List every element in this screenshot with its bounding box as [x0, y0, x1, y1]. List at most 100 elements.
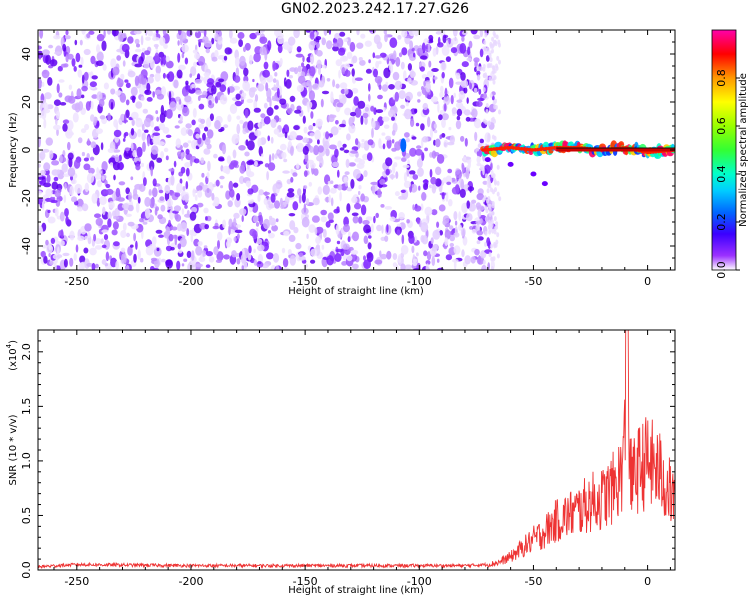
spectrogram-noise-fringe [488, 219, 491, 225]
spectrogram-noise-blob [266, 171, 269, 181]
spectrogram-noise-blob [232, 149, 237, 159]
spectrogram-noise-blob [363, 170, 368, 178]
spectrogram-noise-blob [423, 250, 428, 257]
spectrogram-noise-blob [416, 252, 419, 257]
spectrogram-noise-blob [267, 135, 271, 142]
spectrogram-noise-blob [455, 184, 460, 193]
spectrogram-noise-blob [418, 185, 421, 191]
spectrogram-noise-blob [173, 160, 177, 168]
spectrogram-noise-blob [273, 128, 280, 135]
spectrogram-noise-blob [309, 53, 315, 65]
spectrogram-noise-blob [153, 246, 162, 257]
spectrogram-noise-blob [473, 87, 478, 93]
spectrogram-noise-blob [125, 187, 130, 195]
spectrogram-noise-blob [48, 253, 51, 257]
spectrogram-noise-blob [185, 80, 189, 86]
spectrogram-noise-blob [244, 108, 249, 119]
spectrogram-noise-blob [154, 72, 161, 82]
spectrogram-noise-blob [275, 32, 284, 40]
spectrogram-noise-blob [253, 259, 258, 266]
spectrogram-noise-blob [290, 168, 294, 175]
spectrogram-noise-blob [286, 107, 293, 115]
spectrogram-noise-blob [93, 233, 97, 242]
spectrogram-noise-blob [137, 128, 142, 138]
spectrogram-noise-blob [346, 203, 351, 213]
spectrogram-noise-blob [365, 68, 372, 74]
spectrogram-noise-blob [108, 201, 115, 209]
spectrogram-noise-blob [179, 115, 183, 122]
spectrogram-noise-blob [219, 94, 228, 105]
spectrogram-noise-blob [366, 152, 373, 162]
spectrogram-noise-blob [224, 47, 232, 55]
spectrogram-noise-blob [414, 148, 423, 156]
spectrogram-noise-blob [222, 219, 227, 229]
spectrogram-noise-fringe [488, 76, 492, 82]
spectrogram-noise-blob [266, 107, 274, 116]
spectrogram-noise-blob [301, 192, 306, 203]
spectrogram-noise-blob [141, 123, 145, 132]
spectrogram-noise-blob [288, 36, 296, 46]
spectrogram-noise-blob [385, 168, 390, 176]
spectrogram-noise-blob [197, 202, 204, 208]
spectrogram-noise-blob [177, 52, 181, 63]
spectrogram-noise-blob [195, 90, 202, 95]
spectrogram-noise-blob [107, 148, 115, 154]
spectrogram-noise-blob [157, 214, 163, 220]
spectrogram-noise-blob [245, 139, 249, 147]
spectrogram-noise-blob [76, 198, 84, 209]
spectrogram-noise-blob [168, 219, 171, 227]
spectrogram-noise-blob [475, 202, 481, 210]
spectrogram-noise-blob [149, 198, 155, 209]
spectrogram-noise-blob [41, 109, 47, 120]
spectrogram-noise-blob [75, 244, 79, 253]
spectrogram-noise-blob [403, 70, 407, 81]
spectrogram-noise-blob [381, 132, 386, 136]
spectrogram-noise-blob [359, 59, 366, 66]
spectrogram-noise-blob [317, 186, 323, 195]
spectrogram-noise-blob [360, 115, 364, 125]
spectrogram-noise-blob [204, 137, 211, 146]
spectrogram-noise-blob [290, 146, 294, 156]
spectrogram-noise-blob [396, 223, 402, 227]
spectrogram-noise-blob [458, 90, 466, 100]
spectrogram-noise-blob [461, 36, 465, 42]
spectrogram-noise-blob [435, 31, 442, 35]
spectrogram-noise-blob [373, 215, 376, 224]
spectrogram-noise-blob [165, 134, 172, 138]
spectrogram-noise-blob [377, 188, 382, 198]
spectrogram-noise-blob [203, 72, 211, 77]
spectrogram-noise-blob [257, 244, 265, 252]
spectrogram-noise-blob [351, 87, 359, 94]
spectrogram-noise-blob [400, 61, 405, 70]
spectrogram-noise-blob [436, 154, 445, 164]
spectrogram-noise-blob [284, 131, 288, 139]
spectrogram-noise-blob [365, 216, 373, 221]
spectrogram-noise-blob [191, 250, 195, 261]
spectrogram-noise-blob [39, 151, 46, 160]
spectrogram-noise-blob [89, 81, 97, 88]
spectrogram-noise-blob [412, 262, 418, 266]
spectrogram-noise-blob [254, 160, 258, 167]
spectrogram-noise-blob [322, 184, 330, 195]
spectrogram-noise-blob [419, 55, 428, 60]
spectrogram-noise-blob [405, 101, 409, 107]
spectrogram-noise-blob [255, 222, 260, 227]
spectrogram-noise-blob [344, 88, 349, 95]
spectrogram-noise-blob [368, 59, 371, 64]
spectrogram-noise-blob [133, 30, 142, 35]
spectrogram-noise-blob [80, 56, 84, 66]
spectrogram-noise-blob [423, 182, 429, 190]
spectrogram-noise-blob [96, 33, 105, 42]
spectrogram-noise-fringe [486, 47, 490, 52]
spectrogram-noise-blob [394, 91, 399, 102]
snr-y-tick-label: 0.0 [20, 561, 33, 579]
spectrogram-noise-blob [380, 236, 386, 241]
spectrogram-noise-blob [312, 122, 316, 127]
spectrogram-noise-blob [401, 234, 405, 245]
spectrogram-noise-blob [155, 229, 163, 234]
spectrogram-noise-blob [120, 73, 125, 80]
spectrogram-noise-blob [414, 108, 418, 114]
spectrogram-noise-blob [247, 252, 252, 261]
spectrogram-noise-blob [65, 128, 73, 139]
spectrogram-y-tick-label: 20 [20, 95, 33, 109]
